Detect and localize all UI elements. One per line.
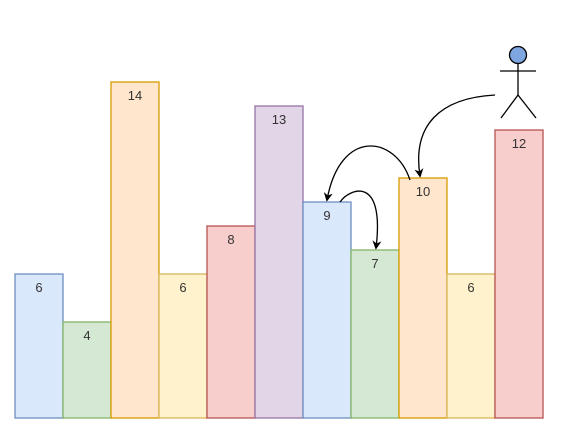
bar-rect [254, 105, 304, 419]
bar-rect [494, 129, 544, 419]
bar-label: 14 [128, 88, 142, 103]
bar-rect [446, 273, 496, 419]
bar-rect [350, 249, 400, 419]
bar: 14 [110, 81, 160, 419]
bar: 6 [14, 273, 64, 419]
bar-label: 6 [35, 280, 42, 295]
bar: 4 [62, 321, 112, 419]
bar-rect [158, 273, 208, 419]
bar-label: 9 [323, 208, 330, 223]
bar-rect [14, 273, 64, 419]
person-leg-right [517, 94, 537, 119]
bar-label: 6 [467, 280, 474, 295]
bar-rect [62, 321, 112, 419]
bar-label: 7 [371, 256, 378, 271]
bar: 12 [494, 129, 544, 419]
arrow-bar-10-to-bar-9 [323, 145, 411, 202]
bars-group: 6 4 14 6 8 13 9 7 10 6 12 [14, 81, 544, 419]
bar-rect [206, 225, 256, 419]
person-leg-left [500, 94, 519, 119]
arrow-person-to-bar-10 [414, 94, 496, 178]
bar: 7 [350, 249, 400, 419]
person-head [508, 45, 528, 65]
bar-rect [110, 81, 160, 419]
bar: 9 [302, 201, 352, 419]
bar: 10 [398, 177, 448, 419]
bar-label: 13 [272, 112, 286, 127]
arrows-group [323, 94, 496, 250]
bar-label: 4 [83, 328, 90, 343]
arrow-bar-9-to-bar-7 [339, 190, 382, 250]
bar-label: 12 [512, 136, 526, 151]
bar: 6 [158, 273, 208, 419]
bar-rect [398, 177, 448, 419]
bar-label: 6 [179, 280, 186, 295]
bar-label: 10 [416, 184, 430, 199]
bar: 6 [446, 273, 496, 419]
bar-rect [302, 201, 352, 419]
bar: 8 [206, 225, 256, 419]
bar: 13 [254, 105, 304, 419]
bar-label: 8 [227, 232, 234, 247]
person-icon [500, 45, 537, 119]
